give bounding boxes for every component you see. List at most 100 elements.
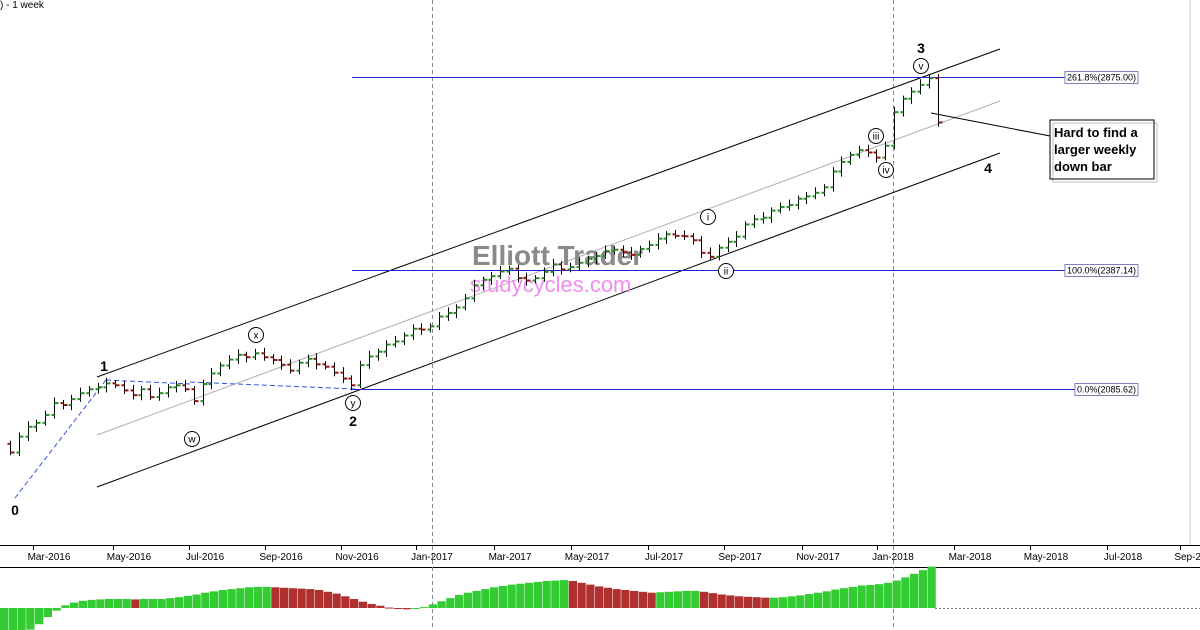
callout-line-2: larger weekly xyxy=(1054,142,1137,157)
ohlc-bar xyxy=(401,332,409,345)
callout-line-3: down bar xyxy=(1054,159,1112,174)
ohlc-bar xyxy=(620,245,628,257)
histogram-bar xyxy=(218,590,227,608)
ohlc-bar xyxy=(768,207,776,223)
histogram-bar xyxy=(122,599,131,608)
histogram-bar xyxy=(498,585,507,608)
wave-label-ii: ii xyxy=(724,267,728,278)
ohlc-bar xyxy=(628,246,636,260)
histogram-bar xyxy=(533,581,542,608)
wave-label-y: y xyxy=(351,399,356,410)
ohlc-bar xyxy=(436,312,444,330)
vertical-date-lines xyxy=(432,0,894,630)
ohlc-bar xyxy=(497,265,505,279)
channel-lower-line xyxy=(96,152,1001,488)
histogram-bar xyxy=(175,597,184,608)
wave-label-1: 1 xyxy=(100,358,108,374)
histogram-bar xyxy=(61,605,70,608)
histogram-bar xyxy=(26,608,35,630)
histogram-bar xyxy=(560,580,569,608)
histogram-bar xyxy=(183,595,192,608)
ohlc-bar xyxy=(77,387,85,402)
ohlc-bar xyxy=(663,231,671,244)
ohlc-bar xyxy=(287,359,295,374)
ohlc-bar xyxy=(357,360,365,389)
histogram-bar xyxy=(35,608,44,625)
ohlc-bar xyxy=(322,361,330,370)
ohlc-bar xyxy=(208,367,216,390)
ohlc-bar xyxy=(445,307,453,321)
histogram-bar xyxy=(595,586,604,608)
histogram-bar xyxy=(148,599,157,608)
histogram-bar xyxy=(455,594,464,608)
histogram-bar xyxy=(245,587,254,608)
histogram-bar xyxy=(778,597,787,608)
histogram-bar xyxy=(376,605,385,608)
ohlc-bar xyxy=(112,380,120,389)
ohlc-bar xyxy=(383,340,391,357)
ohlc-bar xyxy=(261,347,269,361)
fibonacci-levels: 261.8%(2875.00) 100.0%(2387.14) 0.0%(2085.… xyxy=(352,71,1139,396)
callout-pointer xyxy=(930,112,1051,137)
histogram-bar xyxy=(857,585,866,608)
ohlc-bar xyxy=(830,167,838,192)
histogram-bar xyxy=(848,586,857,608)
ohlc-bar xyxy=(646,240,654,253)
histogram-bar xyxy=(770,597,779,608)
histogram-bar xyxy=(393,608,402,609)
histogram-bar xyxy=(831,589,840,608)
ohlc-bar xyxy=(567,262,575,273)
wave-label-2: 2 xyxy=(349,413,357,429)
fib-label-0: 0.0%(2085.62) xyxy=(1077,385,1136,395)
histogram-bar xyxy=(140,599,149,608)
fib-label-100: 100.0%(2387.14) xyxy=(1067,266,1136,276)
ohlc-bar xyxy=(86,386,94,397)
ohlc-bar xyxy=(7,440,15,456)
histogram-bar xyxy=(682,590,691,608)
ohlc-bar xyxy=(16,432,24,457)
ohlc-bar xyxy=(707,247,715,260)
x-tick-label: Sep-2018 xyxy=(1174,552,1200,563)
wave-circle-y xyxy=(345,395,361,411)
histogram-bar xyxy=(297,588,306,608)
histogram-bar xyxy=(420,607,429,609)
histogram-bar xyxy=(603,587,612,608)
ohlc-bar xyxy=(550,258,558,277)
histogram-bar xyxy=(813,592,822,608)
wave-label-3: 3 xyxy=(917,40,925,56)
x-tick-label: Jan-2018 xyxy=(872,552,914,563)
ohlc-bar xyxy=(611,246,619,255)
histogram-bar xyxy=(805,594,814,608)
histogram-bar xyxy=(542,581,551,608)
histogram-bar xyxy=(796,595,805,608)
wave-circle-x xyxy=(248,327,264,343)
ohlc-bar xyxy=(795,195,803,210)
histogram-bar xyxy=(43,608,52,617)
x-tick-label: Mar-2018 xyxy=(949,552,992,563)
ohlc-bar xyxy=(217,362,225,377)
watermark-elliott-trader: Elliott Trader xyxy=(472,240,643,271)
indicator-histogram xyxy=(0,566,936,630)
ohlc-bar xyxy=(873,149,881,163)
histogram-bar xyxy=(201,592,210,608)
ohlc-bar xyxy=(856,145,864,159)
ohlc-bar xyxy=(926,75,934,89)
histogram-bar xyxy=(866,585,875,608)
histogram-bar xyxy=(630,590,639,608)
x-tick-label: Nov-2017 xyxy=(796,552,840,563)
x-tick-label: Jul-2017 xyxy=(645,552,684,563)
ohlc-bar xyxy=(252,348,260,360)
ohlc-bar xyxy=(427,323,435,333)
ohlc-bar xyxy=(243,351,251,363)
histogram-bar xyxy=(621,590,630,608)
ohlc-bar xyxy=(672,229,680,239)
histogram-bar xyxy=(700,591,709,608)
histogram-bar xyxy=(113,599,122,608)
ohlc-bar xyxy=(908,87,916,104)
ohlc-bars xyxy=(7,73,943,457)
ohlc-bar xyxy=(515,264,523,283)
wave-label-x: x xyxy=(254,331,259,342)
trend-channel xyxy=(96,48,1001,488)
ohlc-bar xyxy=(865,144,873,157)
histogram-bar xyxy=(87,599,96,608)
